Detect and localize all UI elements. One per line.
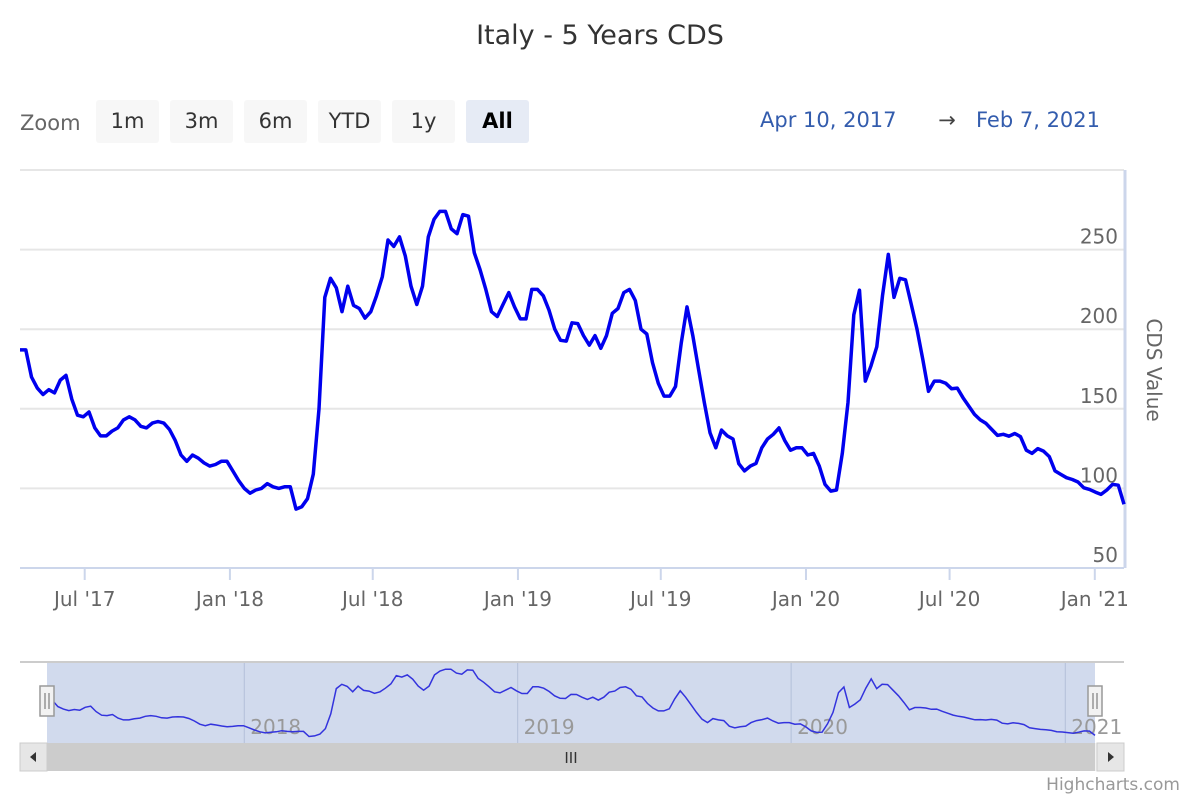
x-tick-label: Jul '19 [628, 587, 691, 611]
scrollbar-thumb[interactable] [47, 743, 1095, 771]
range-to-input[interactable]: Feb 7, 2021 [976, 108, 1100, 132]
x-tick-label: Jan '19 [482, 587, 552, 611]
zoom-button-bg [96, 100, 159, 143]
x-axis: Jul '17 Jan '18 Jul '18 Jan '19 Jul '19 Jan '… [20, 567, 1129, 611]
zoom-button-bg [392, 100, 455, 143]
navigator-tick-label: 2019 [524, 715, 575, 739]
range-selector-buttons: 1m 3m 6m YTD 1y All [96, 100, 529, 143]
zoom-button-label: All [482, 109, 513, 133]
zoom-button-1y[interactable]: 1y [392, 100, 455, 143]
y-tick-label: 50 [1093, 543, 1118, 567]
x-tick-label: Jul '18 [340, 587, 403, 611]
y-axis-title: CDS Value [1142, 318, 1166, 421]
y-tick-label: 150 [1080, 384, 1118, 408]
scroll-left-button[interactable] [19, 742, 48, 772]
zoom-button-bg [244, 100, 307, 143]
zoom-button-ytd[interactable]: YTD [318, 100, 381, 143]
zoom-button-6m[interactable]: 6m [244, 100, 307, 143]
x-tick-label: Jul '17 [52, 587, 115, 611]
y-tick-label: 200 [1080, 304, 1118, 328]
zoom-button-bg [170, 100, 233, 143]
zoom-button-label: YTD [328, 109, 371, 133]
scroll-right-button[interactable] [1096, 742, 1125, 772]
navigator-handle-left[interactable] [39, 685, 55, 717]
y-tick-label: 250 [1080, 225, 1118, 249]
scrollbar-grip: III [564, 749, 577, 767]
zoom-button-bg [318, 100, 381, 143]
credits-link[interactable]: Highcharts.com [1046, 775, 1180, 795]
zoom-button-label: 3m [185, 109, 219, 133]
zoom-button-label: 6m [259, 109, 293, 133]
navigator[interactable]: 2018 2019 2020 2021 [20, 661, 1124, 743]
zoom-button-all[interactable]: All [466, 100, 529, 143]
arrow-right-icon [1108, 752, 1114, 762]
navigator-mask [47, 663, 1095, 743]
arrow-left-icon [30, 752, 36, 762]
y-gridlines [20, 169, 1124, 569]
zoom-button-bg [466, 100, 529, 143]
zoom-button-label: 1y [411, 109, 437, 133]
chart-title: Italy - 5 Years CDS [476, 20, 724, 51]
scrollbar[interactable]: III [19, 742, 1125, 772]
button-bg [1096, 742, 1125, 772]
navigator-handle-right[interactable] [1087, 685, 1103, 717]
series-line-cds [20, 209, 1126, 511]
x-tick-label: Jul '20 [917, 587, 980, 611]
navigator-tick-label: 2021 [1071, 715, 1122, 739]
zoom-button-label: 1m [111, 109, 145, 133]
handle-body [1087, 685, 1103, 717]
range-arrow: → [938, 108, 956, 132]
x-tick-label: Jan '18 [194, 587, 264, 611]
x-tick-label: Jan '21 [1059, 587, 1129, 611]
navigator-series-line [47, 668, 1096, 738]
zoom-button-1m[interactable]: 1m [96, 100, 159, 143]
range-from-input[interactable]: Apr 10, 2017 [760, 108, 897, 132]
zoom-button-3m[interactable]: 3m [170, 100, 233, 143]
x-tick-label: Jan '20 [770, 587, 840, 611]
handle-body [39, 685, 55, 717]
zoom-label: Zoom [20, 111, 81, 135]
navigator-tick-label: 2018 [250, 715, 301, 739]
